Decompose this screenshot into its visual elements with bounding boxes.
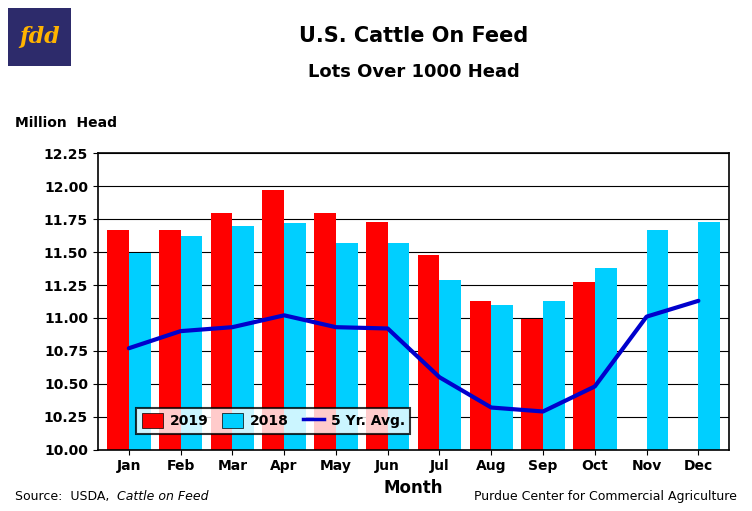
Bar — [159, 230, 180, 450]
Text: Million  Head: Million Head — [15, 115, 117, 130]
Text: U.S. Cattle On Feed: U.S. Cattle On Feed — [299, 26, 528, 46]
Bar — [129, 253, 150, 450]
Bar — [232, 226, 254, 450]
Bar — [699, 222, 720, 450]
X-axis label: Month: Month — [384, 479, 444, 497]
Bar — [439, 280, 461, 450]
Bar — [418, 254, 439, 450]
Bar — [573, 283, 595, 450]
Bar — [491, 305, 513, 450]
Bar — [543, 301, 565, 450]
Bar — [284, 223, 306, 450]
Legend: 2019, 2018, 5 Yr. Avg.: 2019, 2018, 5 Yr. Avg. — [136, 408, 411, 434]
Text: Cattle on Feed: Cattle on Feed — [117, 491, 208, 503]
Bar — [366, 222, 388, 450]
Bar — [336, 243, 358, 450]
Bar — [262, 190, 284, 450]
Text: Purdue Center for Commercial Agriculture: Purdue Center for Commercial Agriculture — [474, 491, 737, 503]
Bar — [521, 319, 543, 450]
Bar — [314, 213, 336, 450]
Bar — [595, 268, 617, 450]
Text: fdd: fdd — [19, 26, 60, 48]
Bar — [647, 230, 669, 450]
Text: Source:  USDA,: Source: USDA, — [15, 491, 114, 503]
Bar — [469, 301, 491, 450]
Text: Lots Over 1000 Head: Lots Over 1000 Head — [308, 62, 520, 81]
Bar — [180, 236, 202, 450]
Bar — [107, 230, 129, 450]
Bar — [388, 243, 409, 450]
Bar — [211, 213, 232, 450]
